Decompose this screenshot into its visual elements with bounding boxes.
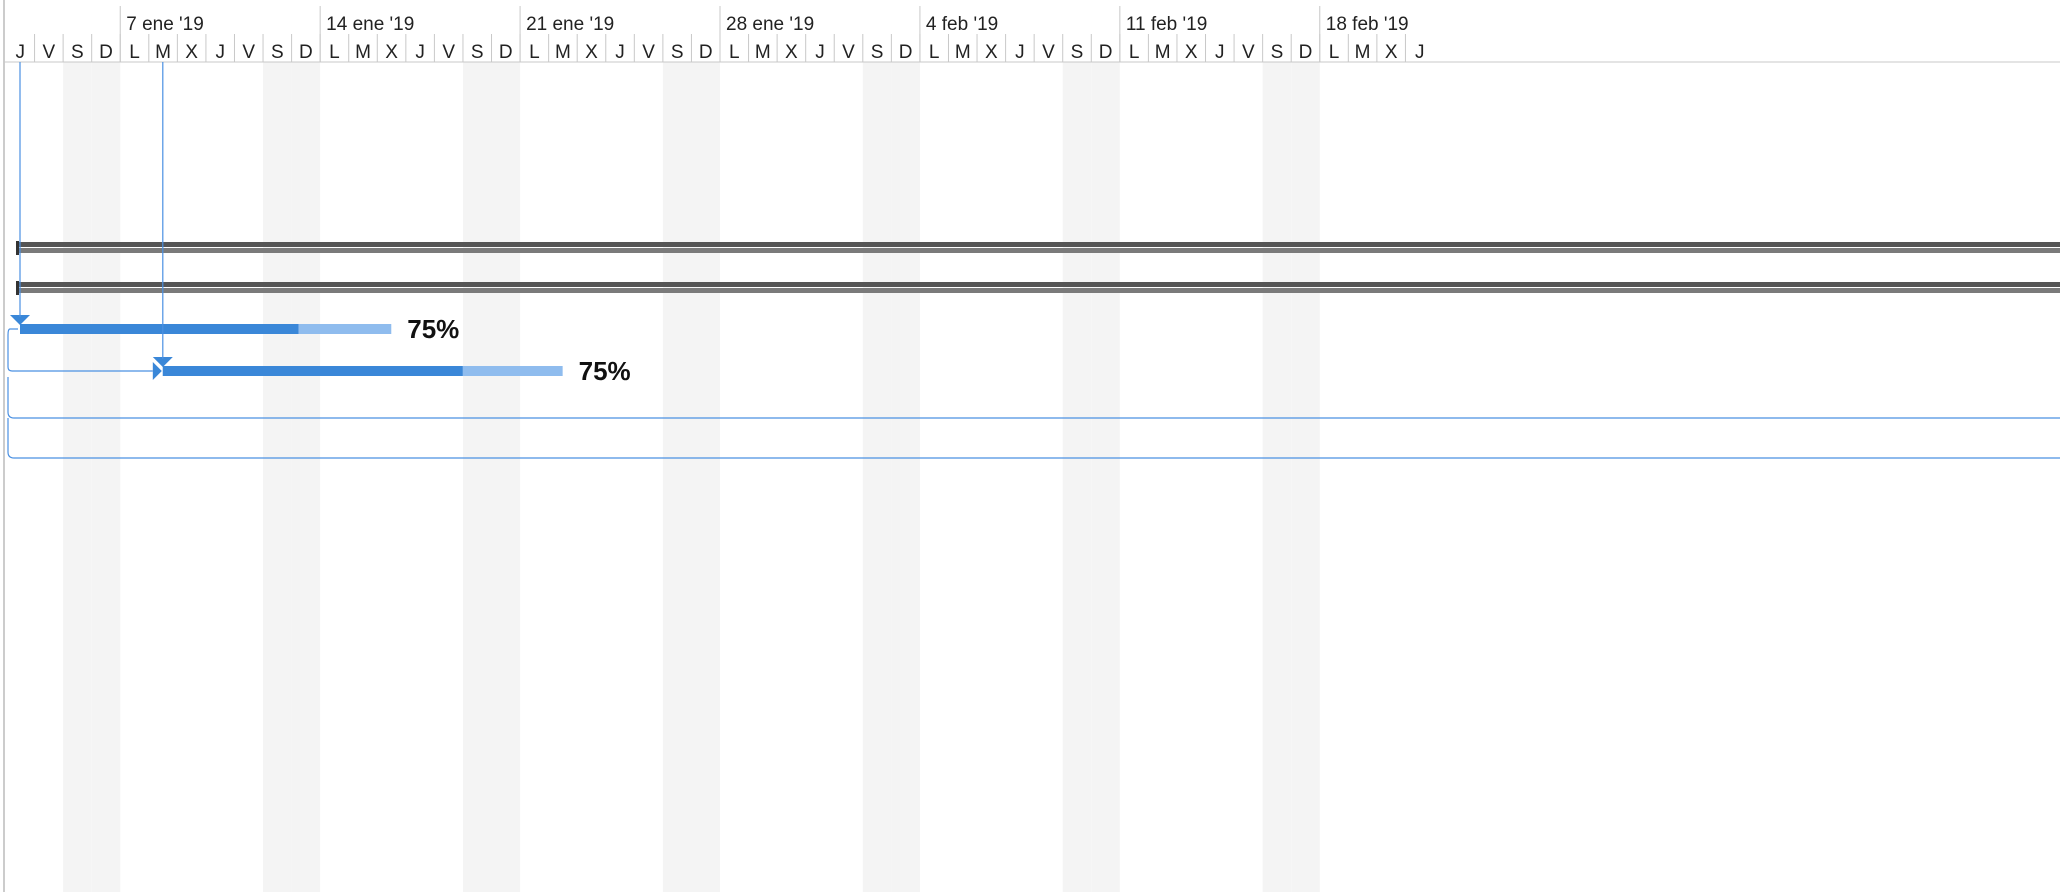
day-label: L: [729, 42, 740, 63]
weekend-column: [891, 62, 920, 892]
summary-bar-start-cap: [16, 241, 19, 255]
weekend-column: [862, 62, 892, 892]
task-start-marker-icon: [152, 357, 173, 367]
summary-bar-start-cap: [16, 281, 19, 295]
day-label: D: [1099, 42, 1113, 63]
week-label: 11 feb '19: [1126, 14, 1207, 35]
dependency-link-line: [7, 328, 153, 372]
day-label: J: [215, 42, 225, 63]
summary-bar-top: [16, 242, 2060, 247]
day-label: J: [1415, 42, 1425, 63]
task-bar[interactable]: 75%: [152, 356, 631, 386]
day-label: J: [415, 42, 425, 63]
day-label: S: [471, 42, 484, 63]
day-label: D: [499, 42, 513, 63]
task-bar-progress: [20, 324, 299, 334]
progress-label: 75%: [407, 314, 459, 344]
day-label: V: [1042, 42, 1055, 63]
summary-bar[interactable]: [16, 281, 2060, 295]
summary-bar-bottom: [16, 248, 2060, 253]
week-label: 28 ene '19: [726, 14, 814, 35]
weekend-column: [1262, 62, 1292, 892]
day-label: L: [1329, 42, 1340, 63]
day-label: M: [155, 42, 171, 63]
day-label: D: [99, 42, 113, 63]
day-label: X: [385, 42, 398, 63]
week-label: 14 ene '19: [326, 14, 414, 35]
day-label: M: [755, 42, 771, 63]
day-label: X: [1385, 42, 1398, 63]
day-label: S: [271, 42, 284, 63]
day-label: D: [699, 42, 713, 63]
day-label: S: [71, 42, 84, 63]
summary-bar-bottom: [16, 288, 2060, 293]
day-label: J: [615, 42, 625, 63]
day-label: J: [1015, 42, 1025, 63]
day-label: S: [671, 42, 684, 63]
day-label: J: [815, 42, 825, 63]
day-label: V: [1242, 42, 1255, 63]
weekend-column: [263, 62, 292, 892]
day-label: M: [1155, 42, 1171, 63]
day-label: D: [899, 42, 913, 63]
day-label: M: [1355, 42, 1371, 63]
day-label: S: [1071, 42, 1084, 63]
day-label: S: [1271, 42, 1284, 63]
day-label: L: [129, 42, 140, 63]
progress-label: 75%: [579, 356, 631, 386]
weekend-column: [462, 62, 492, 892]
weekend-column: [63, 62, 92, 892]
week-label: 7 ene '19: [126, 14, 204, 35]
weekend-column: [1291, 62, 1320, 892]
day-label: J: [1215, 42, 1225, 63]
day-label: V: [42, 42, 55, 63]
week-label: 4 feb '19: [926, 14, 998, 35]
day-label: V: [242, 42, 255, 63]
weekend-column: [691, 62, 720, 892]
day-label: M: [955, 42, 971, 63]
weekend-column: [91, 62, 121, 892]
day-label: V: [842, 42, 855, 63]
task-start-marker-icon: [10, 315, 30, 325]
dependency-link-line: [7, 377, 2060, 419]
day-label: D: [299, 42, 313, 63]
weekend-column: [662, 62, 692, 892]
task-bar[interactable]: 75%: [10, 314, 459, 344]
day-label: D: [1299, 42, 1313, 63]
day-label: M: [355, 42, 371, 63]
day-label: X: [185, 42, 198, 63]
timescale-grid: [3, 0, 2060, 892]
day-label: L: [1129, 42, 1140, 63]
day-label: X: [785, 42, 798, 63]
day-label: V: [642, 42, 655, 63]
dependency-links: [7, 328, 2060, 459]
weekend-column: [291, 62, 321, 892]
dependency-arrow-icon: [152, 362, 162, 380]
summary-bar[interactable]: [16, 241, 2060, 255]
weekend-column: [491, 62, 521, 892]
day-label: M: [555, 42, 571, 63]
day-label: V: [442, 42, 455, 63]
day-label: X: [985, 42, 998, 63]
status-date-line: [19, 62, 164, 359]
day-label: L: [529, 42, 540, 63]
task-bars[interactable]: 75% 75%: [10, 241, 2060, 386]
day-label: X: [585, 42, 598, 63]
summary-bar-top: [16, 282, 2060, 287]
day-label: L: [329, 42, 340, 63]
day-label: L: [929, 42, 940, 63]
week-label: 18 feb '19: [1326, 14, 1409, 35]
dependency-link-line: [7, 418, 2060, 459]
day-label: J: [16, 42, 26, 63]
task-bar-progress: [162, 366, 463, 376]
week-label: 21 ene '19: [526, 14, 614, 35]
day-label: S: [871, 42, 884, 63]
day-label: X: [1185, 42, 1198, 63]
weekend-shading: [63, 62, 1320, 892]
weekend-column: [1062, 62, 1092, 892]
weekend-column: [1091, 62, 1120, 892]
